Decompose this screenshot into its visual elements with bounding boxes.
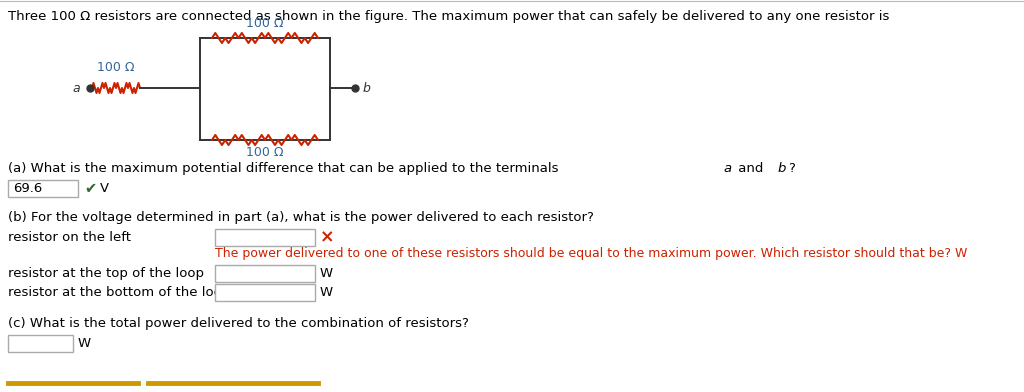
- Text: ×: ×: [319, 229, 335, 247]
- Text: ✔: ✔: [84, 181, 96, 196]
- Text: (b) For the voltage determined in part (a), what is the power delivered to each : (b) For the voltage determined in part (…: [8, 211, 594, 224]
- Text: (a) What is the maximum potential difference that can be applied to the terminal: (a) What is the maximum potential differ…: [8, 162, 563, 175]
- Text: ?: ?: [788, 162, 796, 175]
- Text: (c) What is the total power delivered to the combination of resistors?: (c) What is the total power delivered to…: [8, 317, 469, 330]
- Bar: [215, 284, 315, 301]
- Text: b: b: [777, 162, 786, 175]
- Bar: [8, 335, 73, 352]
- Text: resistor at the bottom of the loop: resistor at the bottom of the loop: [8, 286, 230, 299]
- Text: 100 Ω: 100 Ω: [97, 61, 135, 74]
- Text: W: W: [319, 286, 333, 299]
- Text: resistor on the left: resistor on the left: [8, 231, 131, 244]
- Text: W: W: [78, 337, 91, 350]
- Text: 100 Ω: 100 Ω: [246, 146, 284, 159]
- Text: a: a: [73, 82, 80, 94]
- Text: b: b: [362, 82, 371, 94]
- Text: 100 Ω: 100 Ω: [246, 17, 284, 30]
- Bar: [215, 229, 315, 246]
- Bar: [8, 180, 78, 197]
- Text: resistor at the top of the loop: resistor at the top of the loop: [8, 267, 204, 280]
- Text: W: W: [319, 267, 333, 280]
- Text: V: V: [100, 182, 110, 195]
- Text: and: and: [734, 162, 768, 175]
- Bar: [215, 265, 315, 282]
- Text: 69.6: 69.6: [13, 182, 42, 195]
- Text: The power delivered to one of these resistors should be equal to the maximum pow: The power delivered to one of these resi…: [215, 247, 968, 260]
- Text: a: a: [724, 162, 732, 175]
- Text: Three 100 Ω resistors are connected as shown in the figure. The maximum power th: Three 100 Ω resistors are connected as s…: [8, 10, 894, 23]
